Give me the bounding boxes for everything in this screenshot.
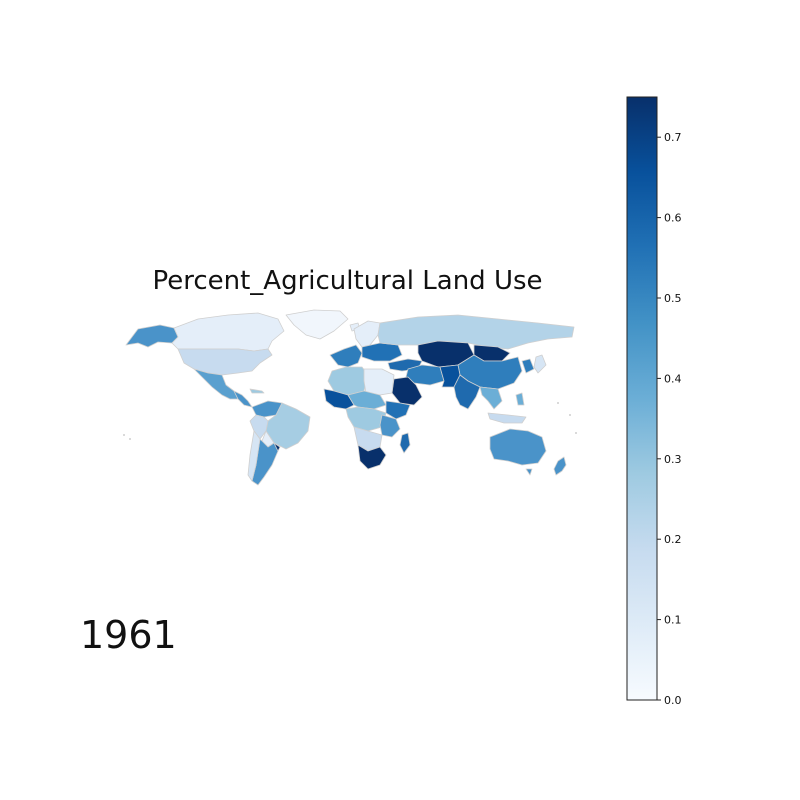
- region-greenland: [285, 309, 349, 340]
- region-western-europe: [329, 344, 363, 368]
- colorbar: 0.0 0.1 0.2 0.3 0.4 0.5 0.6 0.7: [626, 96, 682, 707]
- colorbar-tick-label: 0.6: [664, 212, 682, 225]
- region-philippines: [515, 392, 525, 406]
- region-northeast-africa: [363, 368, 395, 396]
- colorbar-ticks: 0.0 0.1 0.2 0.3 0.4 0.5 0.6 0.7: [657, 131, 682, 707]
- region-scandinavia: [353, 320, 381, 348]
- region-new-zealand: [553, 456, 567, 476]
- region-west-africa: [323, 388, 355, 410]
- region-canada: [171, 312, 285, 352]
- region-caribbean: [249, 388, 265, 394]
- region-saudi-arabia: [391, 376, 423, 406]
- region-russia: [377, 314, 575, 350]
- region-andes: [249, 414, 269, 440]
- region-sahel: [347, 390, 387, 410]
- region-india: [453, 374, 481, 410]
- region-madagascar: [399, 432, 411, 454]
- colorbar-tick-label: 0.4: [664, 372, 682, 385]
- region-eastern-europe: [361, 342, 403, 362]
- world-choropleth-map: [123, 309, 577, 486]
- region-central-africa: [345, 406, 387, 432]
- region-australia: [489, 428, 547, 466]
- region-chile: [247, 430, 261, 482]
- colorbar-tick-label: 0.2: [664, 533, 682, 546]
- colorbar-tick-label: 0.7: [664, 131, 682, 144]
- region-southeast-asia: [479, 386, 503, 410]
- region-tasmania: [525, 468, 533, 476]
- region-south-africa: [357, 444, 387, 470]
- region-korea-japan: [521, 358, 535, 374]
- region-east-africa: [379, 414, 401, 438]
- colorbar-tick-label: 0.0: [664, 694, 682, 707]
- map-title: Percent_Agricultural Land Use: [152, 266, 543, 296]
- colorbar-tick-label: 0.3: [664, 453, 682, 466]
- region-indonesia: [487, 412, 527, 424]
- region-alaska: [125, 324, 179, 348]
- colorbar-tick-label: 0.5: [664, 292, 682, 305]
- colorbar-gradient: [626, 96, 658, 701]
- region-usa: [177, 348, 273, 376]
- colorbar-tick-label: 0.1: [664, 614, 682, 627]
- region-japan: [533, 354, 547, 374]
- year-label: 1961: [80, 613, 177, 657]
- region-uruguay: [273, 442, 281, 452]
